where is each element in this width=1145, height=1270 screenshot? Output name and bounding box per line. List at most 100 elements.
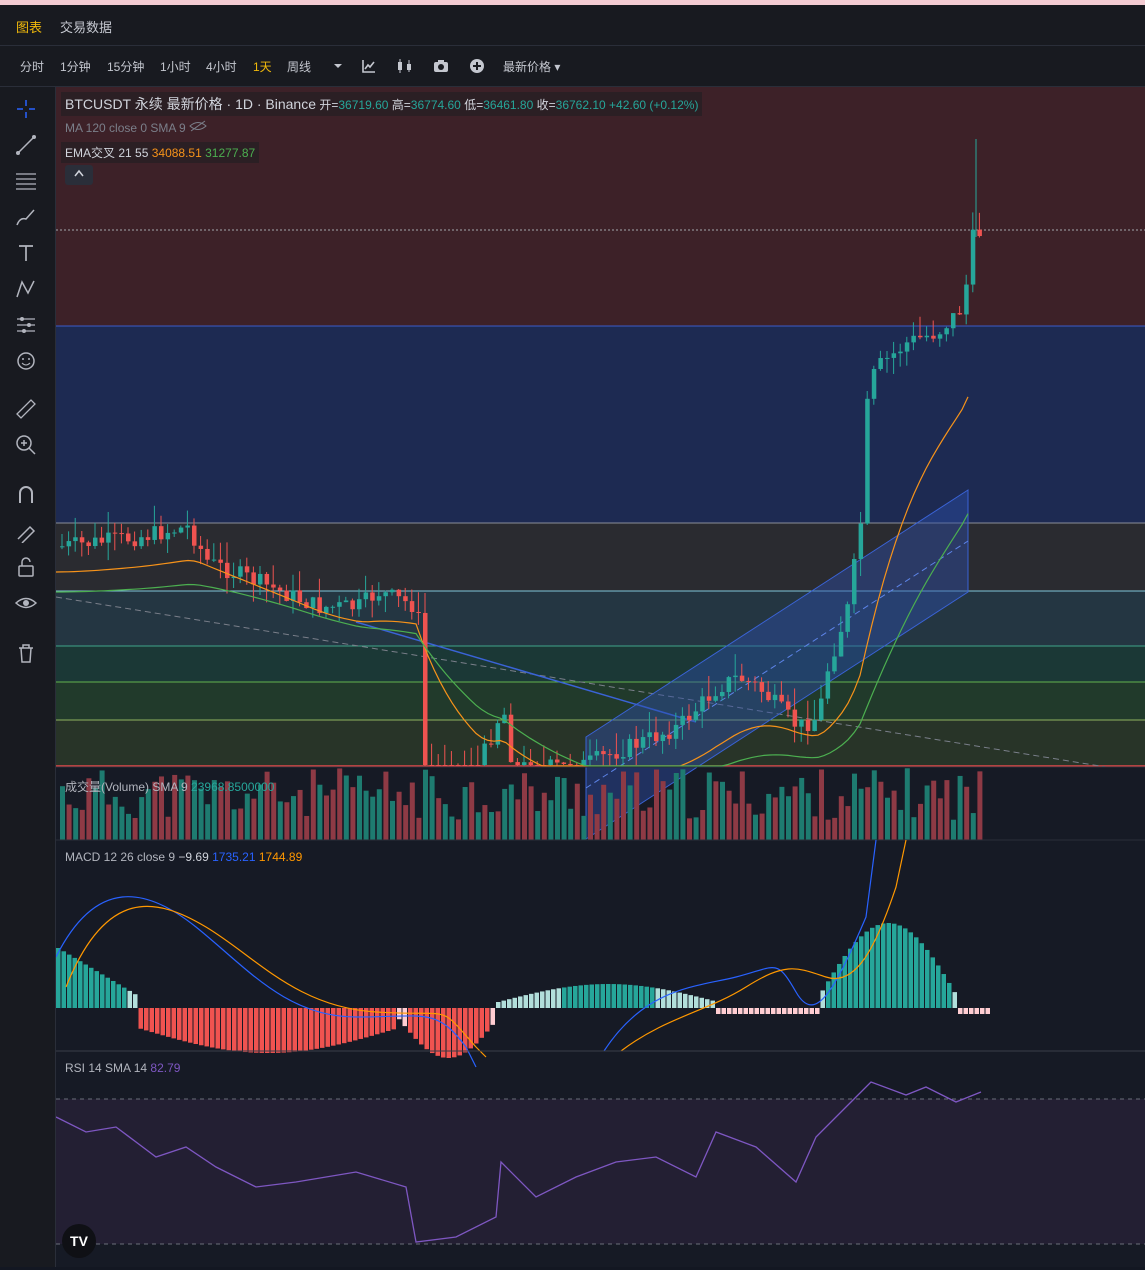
tab-chart[interactable]: 图表 bbox=[16, 20, 43, 35]
macd-histogram-bar bbox=[875, 925, 880, 1008]
chart-canvas[interactable] bbox=[55, 87, 1145, 1267]
interval-1d[interactable]: 1天 bbox=[253, 60, 272, 74]
volume-bar bbox=[614, 798, 620, 840]
indicators-icon[interactable] bbox=[361, 58, 377, 74]
trash-icon[interactable] bbox=[14, 641, 38, 665]
macd-histogram-bar bbox=[545, 990, 550, 1008]
macd-hist-value: −9.69 bbox=[178, 850, 209, 864]
hidden-eye-icon[interactable] bbox=[189, 120, 207, 135]
magnet-icon[interactable] bbox=[14, 483, 38, 507]
eye-icon[interactable] bbox=[14, 591, 38, 615]
macd-histogram-bar bbox=[716, 1008, 721, 1014]
macd-histogram-bar bbox=[919, 943, 924, 1008]
interval-toolbar: 分时 1分钟 15分钟 1小时 4小时 1天 周线 最新价格 ▾ bbox=[0, 46, 1145, 87]
volume-bar bbox=[759, 813, 765, 840]
volume-bar bbox=[198, 788, 204, 840]
fib-lines-icon[interactable] bbox=[14, 169, 38, 193]
macd-histogram-bar bbox=[782, 1008, 787, 1014]
ruler-icon[interactable] bbox=[14, 397, 38, 421]
forecast-icon[interactable] bbox=[14, 313, 38, 337]
symbol-legend: BTCUSDT 永续 最新价格 · 1D · Binance 开=36719.6… bbox=[61, 92, 703, 116]
ma-legend-text: MA 120 close 0 SMA 9 bbox=[65, 121, 186, 135]
tab-trading-data[interactable]: 交易数据 bbox=[60, 20, 113, 35]
low-label: 低= bbox=[464, 98, 484, 112]
volume-bar bbox=[838, 796, 844, 840]
volume-bar bbox=[363, 790, 369, 840]
macd-histogram-bar bbox=[947, 982, 952, 1008]
candle-body bbox=[970, 229, 976, 285]
macd-histogram-bar bbox=[628, 984, 633, 1008]
macd-histogram-bar bbox=[705, 999, 710, 1008]
macd-legend[interactable]: MACD 12 26 close 9 −9.69 1735.21 1744.89 bbox=[65, 850, 302, 864]
volume-bar bbox=[277, 801, 283, 840]
emoji-icon[interactable] bbox=[14, 349, 38, 373]
brush-icon[interactable] bbox=[14, 205, 38, 229]
candle-body bbox=[726, 677, 732, 692]
volume-bar bbox=[799, 777, 805, 840]
macd-histogram-bar bbox=[848, 948, 853, 1008]
lock-icon[interactable] bbox=[14, 555, 38, 579]
chart-area[interactable]: BTCUSDT 永续 最新价格 · 1D · Binance 开=36719.6… bbox=[55, 87, 1145, 1267]
interval-1w[interactable]: 周线 bbox=[287, 60, 312, 74]
macd-histogram-bar bbox=[743, 1008, 748, 1014]
rsi-legend[interactable]: RSI 14 SMA 14 82.79 bbox=[65, 1061, 180, 1075]
volume-bar bbox=[462, 787, 468, 840]
volume-bar bbox=[700, 810, 706, 840]
trendline-icon[interactable] bbox=[14, 133, 38, 157]
candle-body bbox=[93, 537, 98, 547]
macd-histogram-bar bbox=[776, 1008, 781, 1014]
macd-histogram-bar bbox=[105, 977, 110, 1008]
candle-body bbox=[442, 765, 448, 766]
interval-tick[interactable]: 分时 bbox=[20, 60, 45, 74]
close-label: 收= bbox=[536, 98, 556, 112]
interval-15m[interactable]: 15分钟 bbox=[107, 60, 145, 74]
pattern-icon[interactable] bbox=[14, 277, 38, 301]
macd-histogram-bar bbox=[265, 1008, 270, 1053]
macd-histogram-bar bbox=[809, 1008, 814, 1014]
rsi-legend-label: RSI 14 SMA 14 bbox=[65, 1061, 148, 1075]
volume-bar bbox=[865, 787, 871, 840]
macd-histogram-bar bbox=[182, 1008, 187, 1042]
candle-body bbox=[495, 723, 501, 745]
ma-legend[interactable]: MA 120 close 0 SMA 9 bbox=[65, 120, 207, 135]
add-icon[interactable] bbox=[469, 58, 485, 74]
macd-histogram-bar bbox=[864, 931, 869, 1008]
volume-bar bbox=[772, 797, 778, 840]
volume-bar bbox=[126, 813, 131, 840]
volume-bar bbox=[541, 792, 547, 840]
candle-body bbox=[178, 527, 184, 533]
volume-bar bbox=[607, 792, 613, 840]
collapse-legend-button[interactable] bbox=[65, 165, 93, 185]
interval-1m[interactable]: 1分钟 bbox=[60, 60, 91, 74]
lock-draw-icon[interactable] bbox=[14, 519, 38, 544]
interval-1h[interactable]: 1小时 bbox=[160, 60, 191, 74]
interval-4h[interactable]: 4小时 bbox=[206, 60, 237, 74]
candle-body bbox=[423, 612, 428, 765]
candle-body bbox=[924, 335, 930, 338]
crosshair-icon[interactable] bbox=[14, 97, 38, 121]
zoom-in-icon[interactable] bbox=[14, 433, 38, 457]
volume-bar bbox=[211, 780, 217, 840]
macd-histogram-bar bbox=[694, 996, 699, 1008]
text-icon[interactable] bbox=[14, 241, 38, 265]
volume-bar bbox=[574, 783, 580, 840]
macd-histogram-bar bbox=[721, 1008, 726, 1014]
symbol-title[interactable]: BTCUSDT 永续 最新价格 · 1D · Binance bbox=[65, 96, 317, 112]
volume-bar bbox=[581, 815, 587, 840]
chevron-down-icon[interactable] bbox=[330, 58, 346, 74]
macd-histogram-bar bbox=[144, 1008, 149, 1031]
price-type-select[interactable]: 最新价格 ▾ bbox=[503, 60, 561, 74]
volume-bar bbox=[145, 789, 151, 840]
volume-bar bbox=[786, 796, 791, 840]
macd-histogram-bar bbox=[760, 1008, 765, 1014]
candle-body bbox=[449, 765, 454, 766]
volume-bar bbox=[528, 786, 534, 840]
macd-histogram-bar bbox=[292, 1008, 297, 1052]
macd-histogram-bar bbox=[325, 1008, 330, 1047]
ema-legend[interactable]: EMA交叉 21 55 34088.51 31277.87 bbox=[61, 142, 260, 163]
macd-histogram-bar bbox=[826, 981, 831, 1008]
camera-icon[interactable] bbox=[433, 58, 449, 74]
candle-type-icon[interactable] bbox=[396, 58, 412, 74]
ema-legend-label: EMA交叉 21 55 bbox=[65, 146, 149, 160]
volume-legend[interactable]: 成交量(Volume) SMA 9 23968.8500000 bbox=[65, 778, 274, 795]
